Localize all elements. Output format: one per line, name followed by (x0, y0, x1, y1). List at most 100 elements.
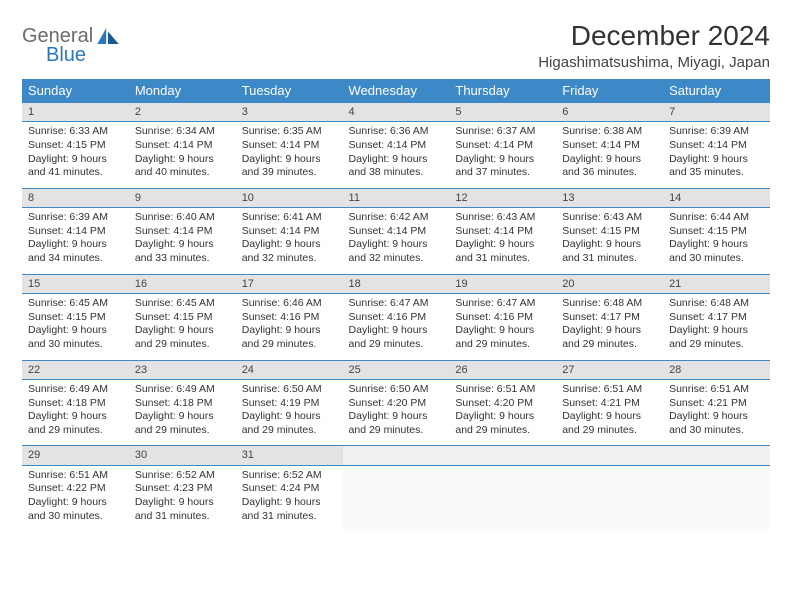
sunset-line: Sunset: 4:14 PM (135, 225, 230, 239)
day-number: 12 (449, 188, 556, 207)
day-number-row: 891011121314 (22, 188, 770, 207)
day-detail (449, 465, 556, 531)
sunrise-line: Sunrise: 6:52 AM (135, 469, 230, 483)
daylight-line: Daylight: 9 hours and 29 minutes. (455, 410, 550, 437)
daylight-line: Daylight: 9 hours and 33 minutes. (135, 238, 230, 265)
sunrise-line: Sunrise: 6:41 AM (242, 211, 337, 225)
sunset-line: Sunset: 4:23 PM (135, 482, 230, 496)
weekday-header: Friday (556, 79, 663, 103)
sunset-line: Sunset: 4:21 PM (562, 397, 657, 411)
sail-icon (97, 28, 119, 44)
day-detail: Sunrise: 6:37 AMSunset: 4:14 PMDaylight:… (449, 122, 556, 189)
sunrise-line: Sunrise: 6:35 AM (242, 125, 337, 139)
day-detail: Sunrise: 6:48 AMSunset: 4:17 PMDaylight:… (663, 294, 770, 361)
daylight-line: Daylight: 9 hours and 29 minutes. (562, 324, 657, 351)
day-number: 6 (556, 103, 663, 122)
day-detail: Sunrise: 6:34 AMSunset: 4:14 PMDaylight:… (129, 122, 236, 189)
daylight-line: Daylight: 9 hours and 29 minutes. (135, 410, 230, 437)
sunrise-line: Sunrise: 6:47 AM (349, 297, 444, 311)
daylight-line: Daylight: 9 hours and 29 minutes. (28, 410, 123, 437)
day-detail: Sunrise: 6:41 AMSunset: 4:14 PMDaylight:… (236, 208, 343, 275)
day-number: 11 (343, 188, 450, 207)
day-number: 7 (663, 103, 770, 122)
day-detail-row: Sunrise: 6:49 AMSunset: 4:18 PMDaylight:… (22, 379, 770, 446)
day-number: 4 (343, 103, 450, 122)
sunset-line: Sunset: 4:22 PM (28, 482, 123, 496)
day-number: 23 (129, 360, 236, 379)
daylight-line: Daylight: 9 hours and 29 minutes. (242, 324, 337, 351)
day-number: 16 (129, 274, 236, 293)
day-detail: Sunrise: 6:39 AMSunset: 4:14 PMDaylight:… (663, 122, 770, 189)
sunrise-line: Sunrise: 6:51 AM (28, 469, 123, 483)
sunrise-line: Sunrise: 6:49 AM (28, 383, 123, 397)
logo-blue: Blue (46, 45, 93, 65)
day-number: 8 (22, 188, 129, 207)
day-number: 29 (22, 446, 129, 465)
daylight-line: Daylight: 9 hours and 29 minutes. (349, 410, 444, 437)
daylight-line: Daylight: 9 hours and 30 minutes. (669, 238, 764, 265)
day-detail: Sunrise: 6:52 AMSunset: 4:23 PMDaylight:… (129, 465, 236, 531)
daylight-line: Daylight: 9 hours and 32 minutes. (349, 238, 444, 265)
daylight-line: Daylight: 9 hours and 29 minutes. (242, 410, 337, 437)
sunrise-line: Sunrise: 6:39 AM (669, 125, 764, 139)
day-detail: Sunrise: 6:45 AMSunset: 4:15 PMDaylight:… (22, 294, 129, 361)
day-number (663, 446, 770, 465)
weekday-header-row: SundayMondayTuesdayWednesdayThursdayFrid… (22, 79, 770, 103)
daylight-line: Daylight: 9 hours and 31 minutes. (455, 238, 550, 265)
sunset-line: Sunset: 4:16 PM (242, 311, 337, 325)
sunrise-line: Sunrise: 6:45 AM (135, 297, 230, 311)
sunset-line: Sunset: 4:14 PM (669, 139, 764, 153)
daylight-line: Daylight: 9 hours and 29 minutes. (669, 324, 764, 351)
day-detail: Sunrise: 6:40 AMSunset: 4:14 PMDaylight:… (129, 208, 236, 275)
weekday-header: Sunday (22, 79, 129, 103)
day-number: 2 (129, 103, 236, 122)
day-number: 9 (129, 188, 236, 207)
day-number-row: 15161718192021 (22, 274, 770, 293)
sunrise-line: Sunrise: 6:51 AM (562, 383, 657, 397)
daylight-line: Daylight: 9 hours and 30 minutes. (669, 410, 764, 437)
sunset-line: Sunset: 4:14 PM (242, 225, 337, 239)
day-detail: Sunrise: 6:42 AMSunset: 4:14 PMDaylight:… (343, 208, 450, 275)
sunset-line: Sunset: 4:20 PM (455, 397, 550, 411)
day-detail: Sunrise: 6:50 AMSunset: 4:19 PMDaylight:… (236, 379, 343, 446)
day-number: 18 (343, 274, 450, 293)
sunset-line: Sunset: 4:14 PM (562, 139, 657, 153)
daylight-line: Daylight: 9 hours and 31 minutes. (135, 496, 230, 523)
day-number: 30 (129, 446, 236, 465)
daylight-line: Daylight: 9 hours and 29 minutes. (455, 324, 550, 351)
daylight-line: Daylight: 9 hours and 30 minutes. (28, 496, 123, 523)
day-detail: Sunrise: 6:51 AMSunset: 4:21 PMDaylight:… (663, 379, 770, 446)
day-detail-row: Sunrise: 6:33 AMSunset: 4:15 PMDaylight:… (22, 122, 770, 189)
daylight-line: Daylight: 9 hours and 36 minutes. (562, 153, 657, 180)
sunset-line: Sunset: 4:18 PM (28, 397, 123, 411)
weekday-header: Wednesday (343, 79, 450, 103)
day-detail: Sunrise: 6:44 AMSunset: 4:15 PMDaylight:… (663, 208, 770, 275)
sunrise-line: Sunrise: 6:42 AM (349, 211, 444, 225)
day-number: 24 (236, 360, 343, 379)
sunrise-line: Sunrise: 6:34 AM (135, 125, 230, 139)
day-detail: Sunrise: 6:50 AMSunset: 4:20 PMDaylight:… (343, 379, 450, 446)
day-detail: Sunrise: 6:33 AMSunset: 4:15 PMDaylight:… (22, 122, 129, 189)
day-number: 25 (343, 360, 450, 379)
sunrise-line: Sunrise: 6:36 AM (349, 125, 444, 139)
day-number: 5 (449, 103, 556, 122)
day-number: 1 (22, 103, 129, 122)
sunrise-line: Sunrise: 6:51 AM (455, 383, 550, 397)
sunset-line: Sunset: 4:21 PM (669, 397, 764, 411)
sunset-line: Sunset: 4:17 PM (562, 311, 657, 325)
sunrise-line: Sunrise: 6:50 AM (349, 383, 444, 397)
daylight-line: Daylight: 9 hours and 38 minutes. (349, 153, 444, 180)
day-number: 3 (236, 103, 343, 122)
sunrise-line: Sunrise: 6:37 AM (455, 125, 550, 139)
day-number: 21 (663, 274, 770, 293)
daylight-line: Daylight: 9 hours and 32 minutes. (242, 238, 337, 265)
day-number: 28 (663, 360, 770, 379)
day-number (556, 446, 663, 465)
sunset-line: Sunset: 4:14 PM (455, 139, 550, 153)
day-detail: Sunrise: 6:49 AMSunset: 4:18 PMDaylight:… (129, 379, 236, 446)
day-detail: Sunrise: 6:45 AMSunset: 4:15 PMDaylight:… (129, 294, 236, 361)
day-detail: Sunrise: 6:36 AMSunset: 4:14 PMDaylight:… (343, 122, 450, 189)
day-detail: Sunrise: 6:46 AMSunset: 4:16 PMDaylight:… (236, 294, 343, 361)
daylight-line: Daylight: 9 hours and 34 minutes. (28, 238, 123, 265)
day-detail: Sunrise: 6:48 AMSunset: 4:17 PMDaylight:… (556, 294, 663, 361)
